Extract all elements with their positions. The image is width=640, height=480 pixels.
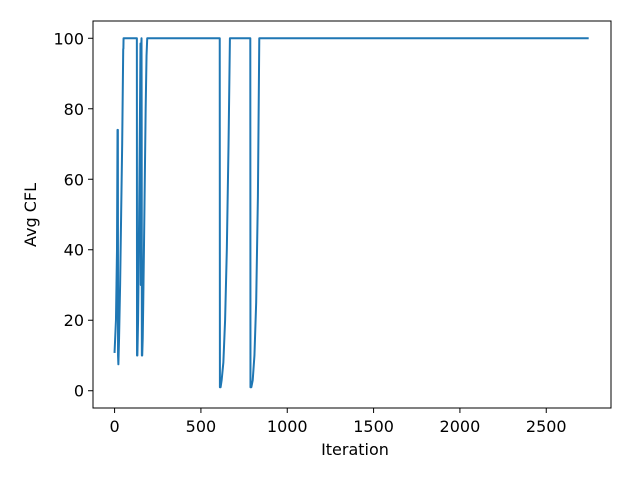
y-axis-label: Avg CFL xyxy=(21,183,40,247)
x-tick-label: 2000 xyxy=(440,417,481,436)
x-tick-label: 0 xyxy=(109,417,119,436)
y-tick-label: 20 xyxy=(64,311,84,330)
x-axis-label: Iteration xyxy=(321,440,389,459)
y-tick-label: 40 xyxy=(64,241,84,260)
y-axis-ticks: 0 20 40 60 80 100 xyxy=(53,29,93,401)
y-tick-label: 100 xyxy=(53,29,84,48)
y-tick-label: 80 xyxy=(64,100,84,119)
x-tick-label: 1500 xyxy=(353,417,394,436)
x-axis-ticks: 0 500 1000 1500 2000 2500 xyxy=(109,408,567,436)
x-tick-label: 1000 xyxy=(267,417,308,436)
series-line-0 xyxy=(113,37,589,389)
x-tick-label: 500 xyxy=(186,417,217,436)
plot-border xyxy=(92,20,612,409)
x-tick-label: 2500 xyxy=(526,417,567,436)
plot-area-frame xyxy=(92,20,612,409)
series-lines xyxy=(113,37,589,389)
y-tick-label: 0 xyxy=(74,382,84,401)
y-tick-label: 60 xyxy=(64,170,84,189)
